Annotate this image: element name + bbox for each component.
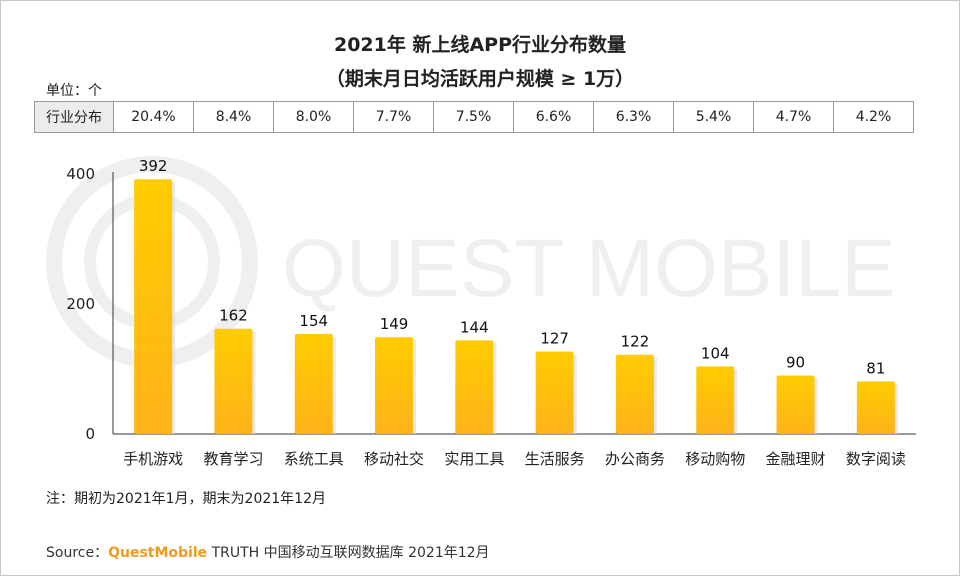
distribution-table: 行业分布 20.4% 8.4% 8.0% 7.7% 7.5% 6.6% 6.3%… (34, 101, 914, 133)
distribution-cell: 4.2% (833, 101, 914, 133)
bar (294, 333, 333, 434)
distribution-header: 行业分布 (34, 101, 114, 133)
watermark-text: QUEST MOBILE (282, 223, 896, 314)
unit-label: 单位：个 (46, 83, 102, 99)
bar-value-label: 90 (786, 354, 805, 372)
bar (615, 354, 654, 434)
distribution-cell: 6.3% (593, 101, 674, 133)
bar-value-label: 104 (701, 344, 730, 362)
chart-title: 2021年 新上线APP行业分布数量 (333, 34, 627, 56)
bar (375, 337, 414, 434)
bar-value-label: 144 (460, 318, 489, 336)
x-category-label: 系统工具 (284, 450, 344, 468)
bar-value-label: 392 (139, 157, 168, 175)
bar (856, 381, 895, 434)
distribution-cell: 7.5% (433, 101, 514, 133)
y-tick-label: 200 (66, 295, 95, 313)
chart-bars: 392 手机游戏 162 教育学习 154 系统工具 149 移动社交 144 实用工具 127 生活… (123, 157, 906, 468)
x-category-label: 办公商务 (605, 450, 665, 468)
distribution-cell: 5.4% (673, 101, 754, 133)
footnote: 注：期初为2021年1月，期末为2021年12月 (46, 491, 326, 507)
bar (455, 340, 494, 434)
x-category-label: 实用工具 (444, 450, 504, 468)
bar-value-label: 122 (621, 333, 650, 351)
distribution-cell: 8.0% (273, 101, 354, 133)
y-tick-label: 0 (85, 425, 95, 443)
x-category-label: 移动社交 (364, 450, 424, 468)
distribution-row: 行业分布 20.4% 8.4% 8.0% 7.7% 7.5% 6.6% 6.3%… (34, 101, 914, 133)
watermark: QUEST MOBILE (46, 156, 896, 368)
x-category-label: 金融理财 (766, 450, 826, 468)
x-category-label: 数字阅读 (846, 450, 906, 468)
bar-value-label: 149 (380, 315, 409, 333)
distribution-cell: 20.4% (113, 101, 194, 133)
chart-subtitle: （期末月日均活跃用户规模 ≥ 1万） (325, 68, 635, 90)
y-tick-label: 400 (66, 165, 95, 183)
distribution-cell: 6.6% (513, 101, 594, 133)
distribution-cell: 4.7% (753, 101, 834, 133)
x-category-label: 手机游戏 (123, 450, 183, 468)
x-category-label: 教育学习 (203, 450, 263, 468)
x-category-label: 移动购物 (685, 450, 745, 468)
bar-value-label: 81 (866, 359, 885, 377)
source-line: Source：QuestMobile TRUTH 中国移动互联网数据库 2021… (46, 542, 490, 562)
bar (776, 375, 815, 434)
bar (535, 351, 574, 434)
source-prefix: Source： (46, 545, 109, 561)
source-rest: TRUTH 中国移动互联网数据库 2021年12月 (207, 545, 490, 561)
bar (696, 366, 735, 434)
bar-value-label: 154 (299, 312, 328, 330)
bar-value-label: 127 (540, 329, 569, 347)
x-category-label: 生活服务 (525, 450, 585, 468)
source-brand: QuestMobile (108, 545, 208, 561)
distribution-cell: 7.7% (353, 101, 434, 133)
bar-value-label: 162 (219, 307, 248, 325)
bar (214, 328, 253, 434)
bar (134, 179, 173, 434)
